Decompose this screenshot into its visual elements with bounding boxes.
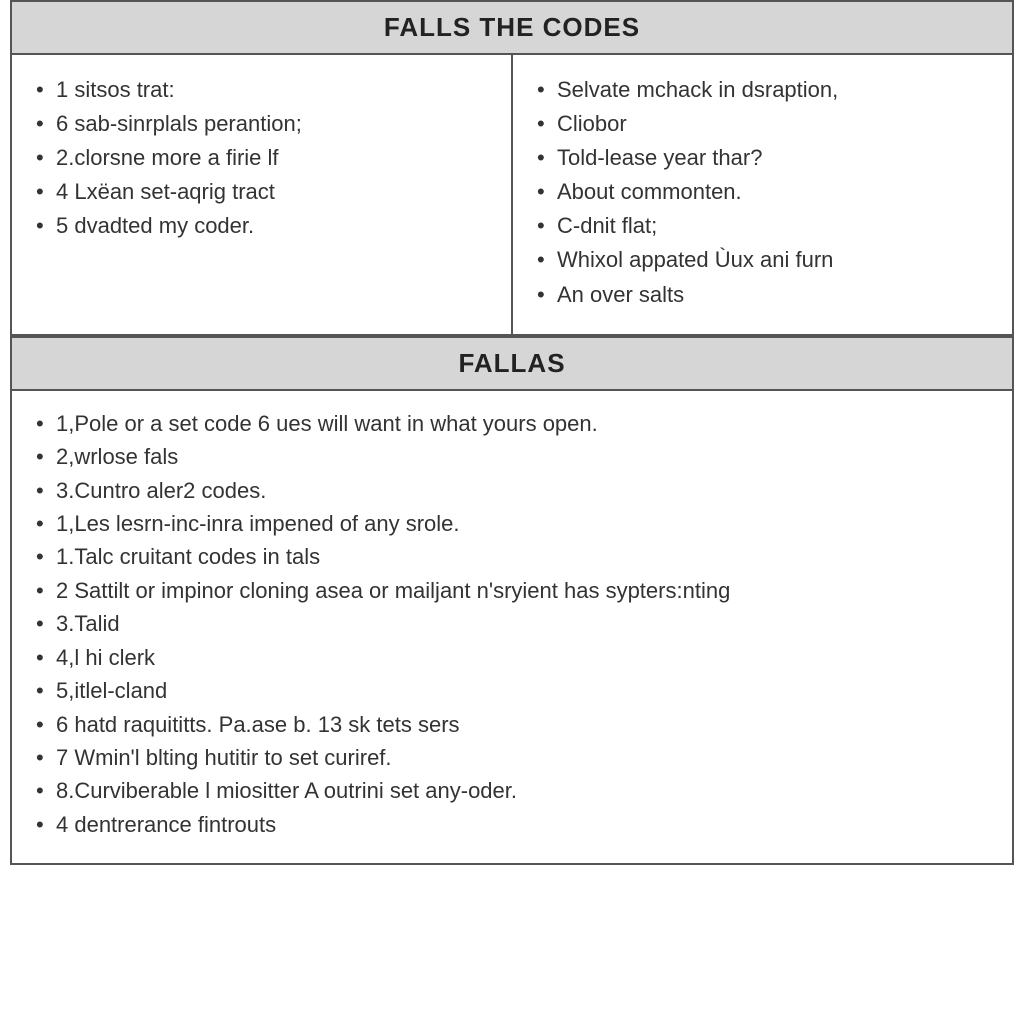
list-item: 5,itlel-cland — [34, 674, 990, 707]
list-item: 1,Les lesrn-inc-inra impened of any srol… — [34, 507, 990, 540]
section2-list: 1,Pole or a set code 6 ues will want in … — [34, 407, 990, 842]
list-item: 4 dentrerance fintrouts — [34, 808, 990, 841]
list-item: 6 sab-sinrplals perantion; — [34, 107, 489, 141]
list-item: About commonten. — [535, 175, 990, 209]
list-item: Cliobor — [535, 107, 990, 141]
list-item: Whixol appated Ùux ani furn — [535, 243, 990, 277]
section2-header: FALLAS — [12, 336, 1012, 391]
list-item: 4,l hi clerk — [34, 641, 990, 674]
list-item: 2 Sattilt or impinor cloning asea or mai… — [34, 574, 990, 607]
list-item: Told-lease year thar? — [535, 141, 990, 175]
list-item: 1,Pole or a set code 6 ues will want in … — [34, 407, 990, 440]
section1-left-list: 1 sitsos trat: 6 sab-sinrplals perantion… — [34, 73, 489, 243]
section2-body: 1,Pole or a set code 6 ues will want in … — [12, 391, 1012, 864]
list-item: 4 Lxëan set-aqrig tract — [34, 175, 489, 209]
list-item: 3.Talid — [34, 607, 990, 640]
list-item: Selvate mchack in dsraption, — [535, 73, 990, 107]
list-item: C-dnit flat; — [535, 209, 990, 243]
list-item: 2,wrlose fals — [34, 440, 990, 473]
section1-title: FALLS THE CODES — [12, 12, 1012, 43]
list-item: 6 hatd raquititts. Pa.ase b. 13 sk tets … — [34, 708, 990, 741]
list-item: 1 sitsos trat: — [34, 73, 489, 107]
list-item: 3.Cuntro aler2 codes. — [34, 474, 990, 507]
section1-right-column: Selvate mchack in dsraption, Cliobor Tol… — [513, 55, 1012, 334]
list-item: 5 dvadted my coder. — [34, 209, 489, 243]
list-item: 7 Wmin'l blting hutitir to set curiref. — [34, 741, 990, 774]
list-item: An over salts — [535, 278, 990, 312]
list-item: 2.clorsne more a firie lf — [34, 141, 489, 175]
section1-header: FALLS THE CODES — [12, 0, 1012, 55]
section1-left-column: 1 sitsos trat: 6 sab-sinrplals perantion… — [12, 55, 513, 334]
section2-title: FALLAS — [12, 348, 1012, 379]
list-item: 1.Talc cruitant codes in tals — [34, 540, 990, 573]
section1-body: 1 sitsos trat: 6 sab-sinrplals perantion… — [12, 55, 1012, 336]
list-item: 8.Curviberable l miositter A outrini set… — [34, 774, 990, 807]
section1-right-list: Selvate mchack in dsraption, Cliobor Tol… — [535, 73, 990, 312]
codes-table: FALLS THE CODES 1 sitsos trat: 6 sab-sin… — [10, 0, 1014, 865]
